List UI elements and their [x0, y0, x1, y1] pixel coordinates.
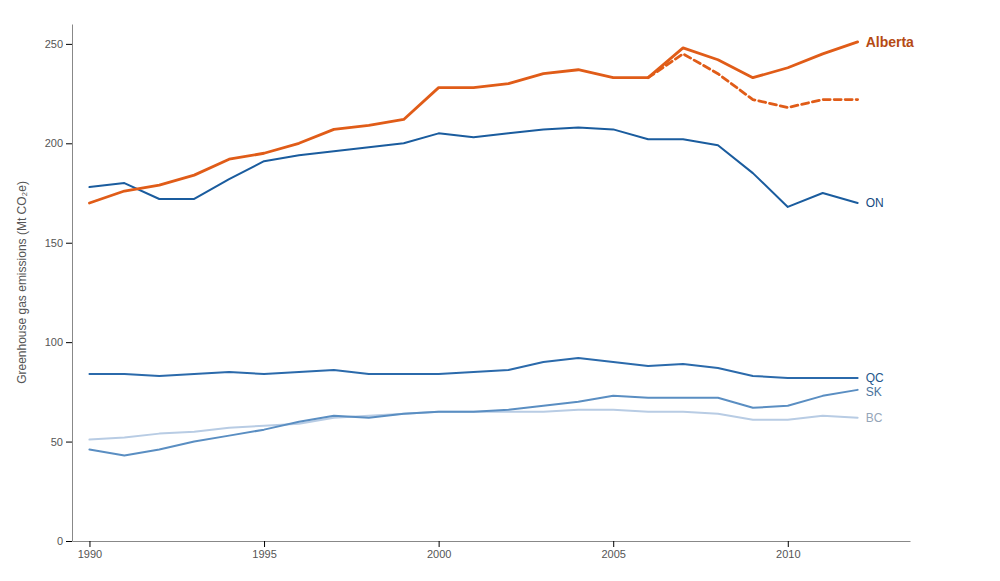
x-tick-mark	[89, 541, 90, 547]
x-tick-label: 2000	[427, 548, 451, 560]
y-tick: 0	[57, 535, 72, 547]
x-tick: 2000	[427, 541, 451, 560]
y-tick: 250	[45, 38, 72, 50]
x-tick-label: 2010	[776, 548, 800, 560]
chart: 1990 1995 2000 2005 2010 0 50 100 150 200 250 Green…	[0, 0, 1000, 581]
x-axis-line	[73, 541, 911, 542]
y-tick-mark	[66, 442, 72, 443]
series-label: SK	[866, 385, 882, 399]
y-tick-label: 200	[45, 137, 63, 149]
series-label: BC	[866, 411, 883, 425]
x-tick-label: 1995	[252, 548, 276, 560]
y-tick-label: 0	[57, 535, 63, 547]
y-axis: 0 50 100 150 200 250	[45, 25, 73, 548]
series-label: QC	[866, 371, 884, 385]
series-line	[89, 127, 857, 207]
series-labels: Alberta ON QCSK BC	[866, 34, 914, 425]
y-tick-mark	[66, 342, 72, 343]
x-tick-label: 2005	[601, 548, 625, 560]
series-line	[89, 358, 857, 378]
y-tick: 100	[45, 336, 72, 348]
series-line	[89, 410, 857, 440]
series-label: ON	[866, 196, 884, 210]
x-tick: 1995	[252, 541, 276, 560]
y-tick-mark	[66, 143, 72, 144]
y-tick: 200	[45, 137, 72, 149]
y-axis-line	[72, 25, 73, 542]
x-tick: 1990	[78, 541, 102, 560]
series-line	[89, 42, 857, 203]
series-label: Alberta	[866, 34, 914, 50]
y-tick: 150	[45, 237, 72, 249]
x-tick-mark	[264, 541, 265, 547]
y-axis-title: Greenhouse gas emissions (Mt CO₂e)	[15, 181, 29, 384]
y-tick-mark	[66, 44, 72, 45]
y-tick-label: 250	[45, 38, 63, 50]
y-tick-mark	[66, 541, 72, 542]
plot-area	[89, 42, 857, 456]
series-line	[648, 54, 858, 108]
y-tick: 50	[51, 436, 72, 448]
x-tick: 2010	[776, 541, 800, 560]
x-tick-mark	[439, 541, 440, 547]
y-tick-label: 150	[45, 237, 63, 249]
x-tick-mark	[613, 541, 614, 547]
y-tick-label: 100	[45, 336, 63, 348]
x-tick-label: 1990	[78, 548, 102, 560]
series-line	[89, 390, 857, 456]
y-tick-label: 50	[51, 436, 63, 448]
y-tick-mark	[66, 243, 72, 244]
x-tick-mark	[788, 541, 789, 547]
x-axis: 1990 1995 2000 2005 2010	[73, 541, 911, 560]
x-tick: 2005	[601, 541, 625, 560]
